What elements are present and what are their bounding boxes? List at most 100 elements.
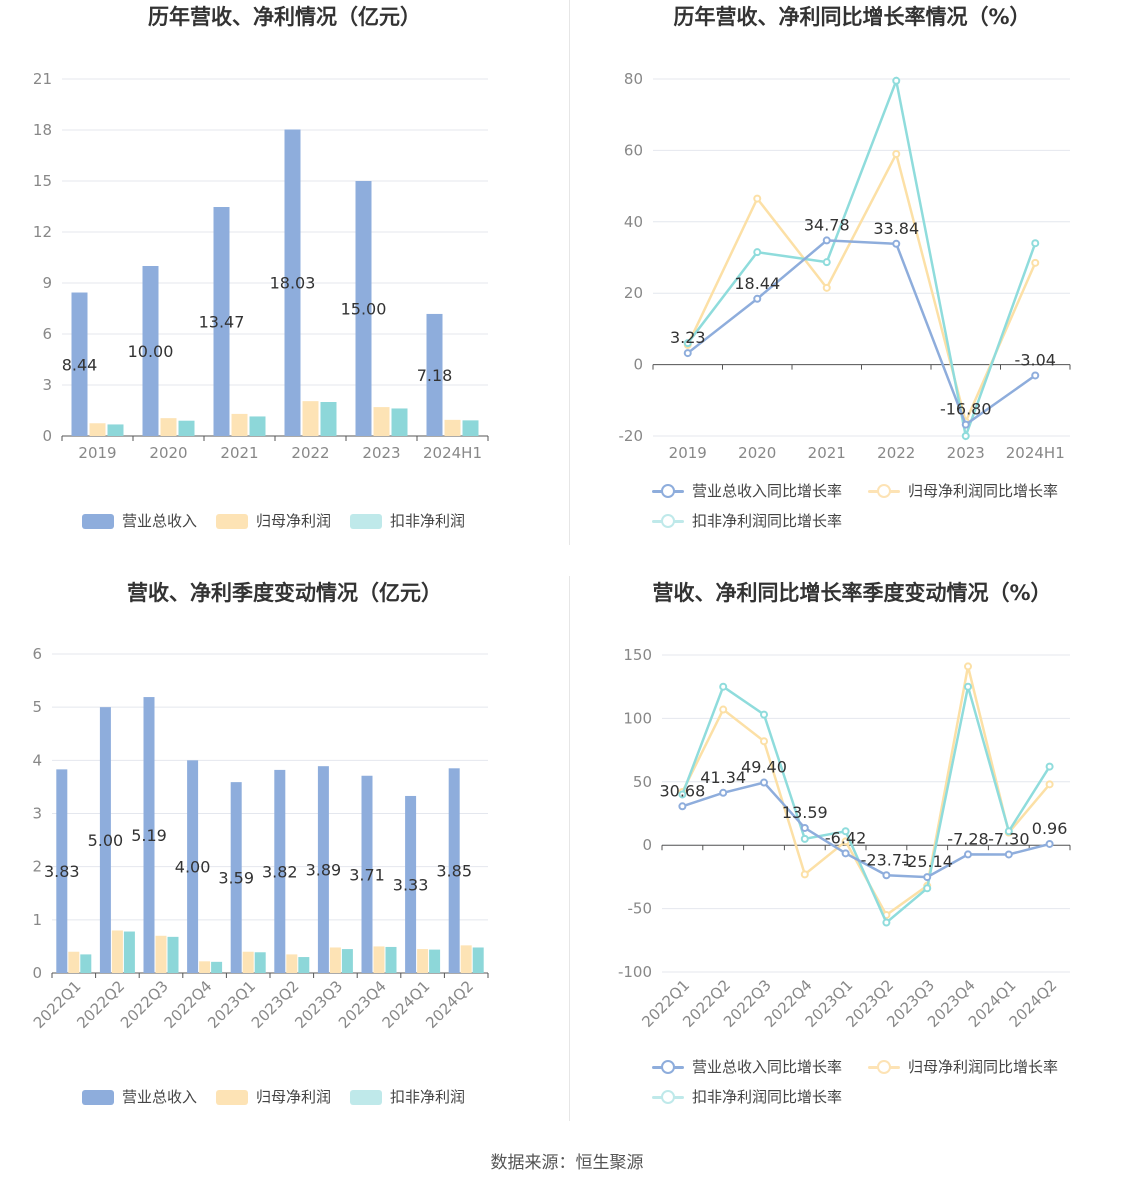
- bar-net-profit-2023: [373, 407, 390, 436]
- data-label-2022q1: 30.68: [659, 781, 705, 800]
- y-tick-label: 100: [623, 709, 652, 727]
- y-tick-label: -100: [618, 963, 652, 981]
- data-label-2023q3: 3.89: [306, 861, 342, 880]
- legend-swatch-deducted-profit: [350, 514, 382, 529]
- point-revenue-growth-2024q1: [1004, 850, 1013, 859]
- point-net-profit-growth-2020: [753, 194, 762, 203]
- x-tick-label-2023: 2023: [947, 444, 985, 462]
- bar-revenue-2019: [71, 292, 88, 436]
- y-tick-label: 40: [624, 213, 643, 231]
- data-label-2024q1: -7.30: [988, 829, 1029, 848]
- legend-marker-net-profit-growth: [877, 1060, 891, 1074]
- x-tick-label-2023: 2023: [362, 444, 400, 462]
- x-tick-label-2022: 2022: [291, 444, 329, 462]
- data-label-2022q3: 5.19: [131, 826, 167, 845]
- annual-line-chart-title: 历年营收、净利同比增长率情况（%）: [673, 5, 1031, 29]
- point-revenue-growth-2024q2: [1045, 839, 1054, 848]
- annual-bar-legend[interactable]: 营业总收入 归母净利润 扣非净利润: [82, 511, 552, 535]
- point-revenue-growth-2022: [892, 239, 901, 248]
- x-tick-label-2022q3: 2022Q3: [117, 977, 172, 1032]
- legend-label-revenue: 营业总收入: [122, 512, 198, 530]
- data-label-2020: 18.44: [734, 274, 780, 293]
- bar-net-profit-2023q2: [286, 954, 298, 973]
- annual-bar-chart: 0 3 6 9 12 15 18 21 2019 2020 2021 2022 2023 2024H1 8.…: [33, 70, 489, 462]
- point-revenue-growth-2022q4: [800, 823, 809, 832]
- bar-revenue-2023q2: [274, 769, 286, 973]
- point-net-profit-growth-2022q3: [760, 737, 768, 746]
- point-deducted-growth-2022q3: [760, 710, 768, 719]
- quarter-line-chart-title: 营收、净利同比增长率季度变动情况（%）: [652, 581, 1052, 605]
- y-tick-label: 15: [33, 172, 52, 190]
- data-label-2024q2: 0.96: [1032, 819, 1068, 838]
- legend-label-revenue-growth: 营业总收入同比增长率: [692, 1058, 843, 1076]
- point-deducted-growth-2023q3: [923, 884, 932, 893]
- data-label-2021: 34.78: [804, 215, 850, 234]
- point-deducted-growth-2020: [753, 248, 762, 257]
- series-line-deducted-growth: [686, 76, 1037, 441]
- annual-revenue-profit-panel: 历年营收、净利情况（亿元） 0 3 6 9 12 15 18 21 2019 2020 2021 20…: [0, 0, 569, 545]
- y-tick-label: 1: [32, 911, 42, 929]
- point-net-profit-growth-2022q4: [800, 870, 809, 879]
- bar-revenue-2022q1: [56, 769, 68, 973]
- bar-revenue-2023q1: [230, 782, 242, 973]
- point-deducted-growth-2022q2: [719, 682, 728, 691]
- annual-bar-chart-title: 历年营收、净利情况（亿元）: [148, 5, 421, 29]
- legend-marker-deducted-growth: [661, 1090, 675, 1104]
- bar-revenue-2022q2: [99, 707, 111, 973]
- legend-swatch-revenue: [82, 1090, 114, 1105]
- data-label-2023q1: 3.59: [218, 869, 254, 888]
- bar-revenue-2023q3: [317, 766, 329, 973]
- quarter-line-legend[interactable]: 营业总收入同比增长率 归母净利润同比增长率 扣非净利润同比增长率: [652, 1057, 1122, 1111]
- y-tick-label: 6: [42, 325, 52, 343]
- bar-net-profit-2024h1: [444, 419, 461, 436]
- y-tick-label: 18: [33, 121, 52, 139]
- series-line-revenue-growth: [686, 239, 1036, 427]
- y-tick-label: 2: [32, 858, 42, 876]
- bar-deducted-profit-2022: [320, 402, 337, 436]
- data-label-2022: 18.03: [270, 274, 316, 293]
- data-label-2020: 10.00: [128, 342, 174, 361]
- bar-deducted-profit-2022q4: [211, 961, 223, 973]
- data-label-2023q2: 3.82: [262, 862, 298, 881]
- data-label-2022q2: 5.00: [88, 831, 124, 850]
- legend-swatch-net-profit: [216, 1090, 248, 1105]
- point-net-profit-growth-2022q2: [719, 705, 728, 714]
- bar-deducted-profit-2019: [107, 424, 124, 436]
- legend-label-net-profit-growth: 归母净利润同比增长率: [908, 482, 1059, 500]
- bar-deducted-profit-2021: [249, 416, 266, 436]
- y-tick-label: 0: [32, 964, 42, 982]
- x-tick-label-2019: 2019: [669, 444, 707, 462]
- point-net-profit-growth-2023q1: [841, 837, 850, 846]
- bar-revenue-2023: [355, 181, 372, 436]
- series-line-revenue-growth: [682, 781, 1050, 879]
- data-label-2024q2: 3.85: [436, 862, 472, 881]
- x-tick-label-2024q1: 2024Q1: [379, 977, 434, 1032]
- bar-revenue-2021: [213, 207, 230, 436]
- annual-line-legend[interactable]: 营业总收入同比增长率 归母净利润同比增长率 扣非净利润同比增长率: [652, 481, 1122, 535]
- point-revenue-growth-2024h1: [1031, 371, 1040, 380]
- point-deducted-growth-2024h1: [1031, 239, 1040, 248]
- y-tick-label: 3: [42, 376, 52, 394]
- legend-label-net-profit: 归母净利润: [256, 512, 332, 530]
- bar-revenue-2022q4: [187, 760, 199, 973]
- y-tick-label: 9: [42, 274, 52, 292]
- point-deducted-growth-2023: [961, 432, 970, 440]
- bar-revenue-2022q3: [143, 697, 155, 973]
- series-line-net-profit-growth: [686, 150, 1037, 426]
- point-deducted-growth-2022: [892, 76, 901, 85]
- x-tick-label-2021: 2021: [808, 444, 846, 462]
- quarter-bar-legend[interactable]: 营业总收入 归母净利润 扣非净利润: [82, 1087, 552, 1111]
- y-tick-label: 3: [32, 805, 42, 823]
- data-label-2019: 8.44: [62, 355, 98, 374]
- point-revenue-growth-2019: [683, 349, 692, 358]
- data-label-2022q3: 49.40: [741, 758, 787, 777]
- series-line-deducted-growth: [681, 684, 1051, 925]
- point-revenue-growth-2022q1: [678, 802, 687, 811]
- bar-deducted-profit-2024q1: [429, 949, 441, 973]
- legend-label-deducted-profit: 扣非净利润: [390, 1088, 466, 1106]
- y-tick-label: 0: [42, 427, 52, 445]
- legend-label-net-profit-growth: 归母净利润同比增长率: [908, 1058, 1059, 1076]
- y-tick-label: 60: [624, 141, 643, 159]
- y-tick-label: 4: [32, 751, 42, 769]
- y-tick-label: 21: [33, 70, 52, 88]
